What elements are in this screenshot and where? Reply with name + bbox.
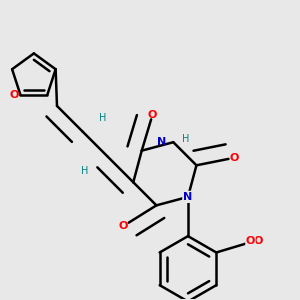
Text: O: O (254, 236, 263, 246)
Text: O: O (148, 110, 157, 120)
Text: O: O (9, 90, 19, 100)
Text: O: O (246, 236, 255, 246)
Text: O: O (230, 153, 239, 163)
Text: N: N (183, 192, 193, 202)
Text: H: H (81, 166, 88, 176)
Text: H: H (99, 112, 106, 122)
Text: H: H (182, 134, 190, 144)
Text: N: N (157, 137, 166, 147)
Text: O: O (119, 221, 128, 231)
